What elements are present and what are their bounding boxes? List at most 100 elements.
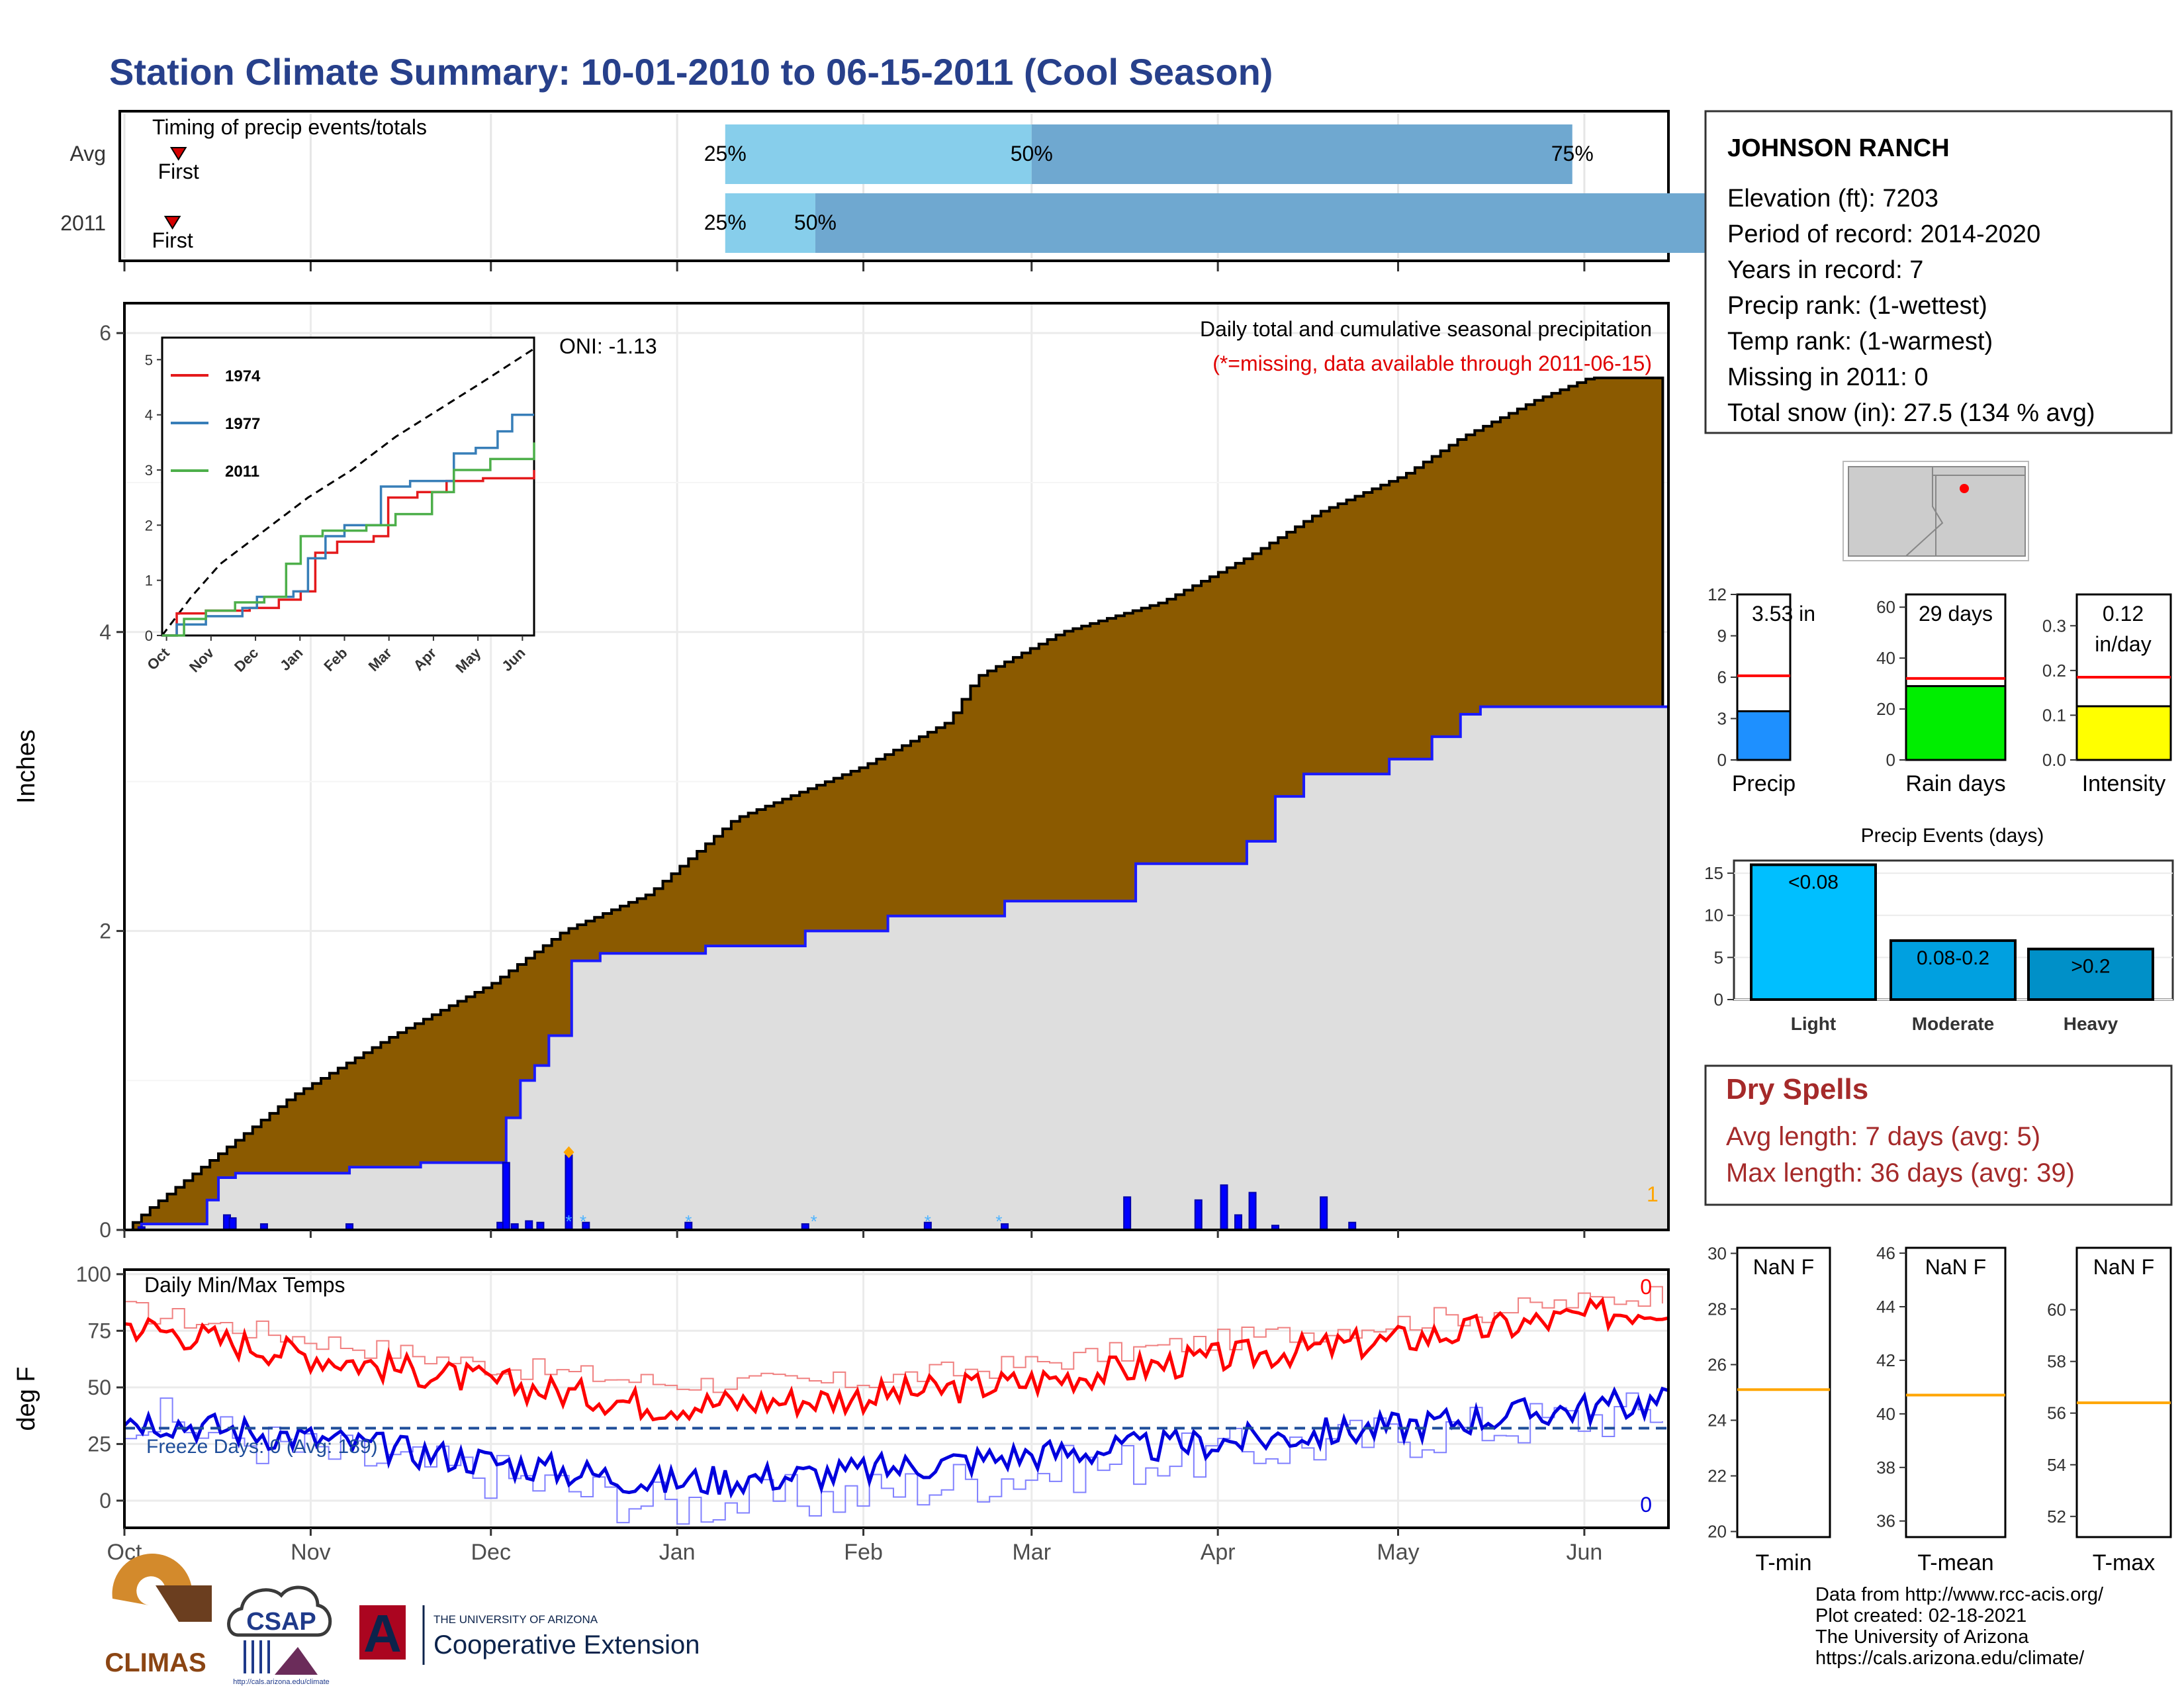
events-y-tick-label: 10 [1704,906,1723,925]
temp-stat-value-label: NaN F [1925,1255,1986,1279]
month-tick-label: May [1377,1540,1419,1565]
temp-y-tick-label: 25 [87,1432,111,1456]
month-tick-label: Jun [1566,1540,1602,1565]
precip-panel: * * * * * * 0 2 4 6 Inches Daily total and cumul… [13,302,1670,1242]
inset-legend-label: 1977 [225,415,260,433]
timing-label-50: 50% [794,211,837,234]
temp-stat-y-tick-label: 54 [2047,1455,2066,1475]
min-count-label: 0 [1640,1493,1652,1517]
timing-first-marker-icon [169,147,187,161]
month-tick-label: Dec [471,1540,511,1565]
inset-series-line [162,442,535,637]
max-count-label: 0 [1640,1275,1652,1299]
snowflake-icon: * [925,1211,931,1231]
climas-swirl-icon [112,1554,192,1605]
temp-y-label: deg F [13,1366,40,1430]
ua-a-block-icon [359,1605,406,1660]
oni-label: ONI: -1.13 [559,334,657,358]
events-bar-label: 0.08-0.2 [1917,947,1989,969]
station-line: Period of record: 2014-2020 [1727,220,2040,248]
precip-y-tick-label: 0 [99,1218,111,1242]
ua-small-text: THE UNIVERSITY OF ARIZONA [433,1613,598,1626]
stat-y-tick-label: 3 [1717,709,1727,729]
precip-y-tick-label: 6 [99,321,111,345]
stat-category-label: Intensity [2082,771,2166,796]
timing-panel: Timing of precip events/totals Avg 2011 … [60,110,2019,271]
daily-precip-bar [1123,1196,1132,1231]
temp-stat-y-tick-label: 36 [1876,1511,1895,1531]
timing-label-25: 25% [704,142,747,165]
csap-logo: CSAP http://cals.arizona.edu/climate [227,1585,332,1686]
events-bar [1889,939,2017,1001]
stat-y-tick-label: 6 [1717,667,1727,687]
temp-y-tick-label: 75 [87,1319,111,1342]
events-category-label: Moderate [1912,1013,1994,1034]
daily-precip-bar [1220,1184,1228,1231]
daily-precip-bar [502,1162,510,1231]
daily-precip-bar [228,1217,237,1231]
climas-text: CLIMAS [105,1648,206,1677]
station-info: JOHNSON RANCH Elevation (ft): 7203 Perio… [1704,110,2173,434]
events-y-tick-label: 0 [1714,990,1723,1009]
temp-lines [123,1286,1669,1525]
temp-stat-y-tick-label: 20 [1707,1522,1727,1542]
footer-line: Data from http://www.rcc-acis.org/ [1815,1584,2104,1605]
events-category-label: Light [1791,1013,1836,1034]
page-title: Station Climate Summary: 10-01-2010 to 0… [109,51,1273,93]
inset-y-tick-label: 1 [145,573,153,589]
snow-markers: * * * * * * [563,1146,1003,1231]
precip-events-chart: Precip Events (days) 0 5 10 15 <0.08 Light 0.0… [1704,825,2174,1034]
temp-stat-y-tick-label: 56 [2047,1403,2066,1423]
station-line: Missing in 2011: 0 [1727,363,1928,391]
location-map [1843,461,2029,561]
stat-value-unit: in/day [2095,632,2151,656]
month-tick-label: Apr [1201,1540,1236,1565]
precip-title: Daily total and cumulative seasonal prec… [1200,317,1652,341]
temp-stats-panels: 20 22 24 26 28 30 NaN F T-min 36 38 40 42 44 46 NaN F T… [1707,1243,2172,1575]
dry-spells-title: Dry Spells [1726,1073,1868,1105]
footer-credits: Data from http://www.rcc-acis.org/ Plot … [1815,1584,2104,1669]
stat-value-label: 3.53 in [1752,602,1815,626]
stat-y-tick-label: 12 [1707,585,1727,604]
snowflake-icon: * [995,1211,1002,1231]
temp-background [124,1270,1668,1528]
timing-label: Timing of precip events/totals [152,115,427,139]
temp-y-axis: 0 25 50 75 100 [76,1262,124,1513]
temp-stat-y-tick-label: 58 [2047,1352,2066,1372]
temp-stat-category-label: T-min [1756,1550,1812,1575]
stat-y-tick-label: 9 [1717,626,1727,646]
csap-text: CSAP [246,1608,316,1636]
timing-bar-25-50 [725,193,815,253]
daily-precip-bar [1320,1196,1328,1231]
temp-stat-value-label: NaN F [2093,1255,2154,1279]
stat-y-tick-label: 0.0 [2042,750,2066,770]
snowflake-icon: * [811,1211,817,1231]
inset-y-tick-label: 5 [145,352,153,368]
inset-y-tick-label: 2 [145,517,153,534]
temp-frame [123,1268,1670,1529]
station-line: Elevation (ft): 7203 [1727,185,1938,212]
station-location-dot [1960,484,1969,493]
temp-stat-y-tick-label: 24 [1707,1411,1727,1430]
temp-stat-y-tick-label: 60 [2047,1300,2066,1320]
stat-y-tick-label: 0 [1717,750,1727,770]
timing-row-avg-label: Avg [69,142,106,165]
daily-precip-bar [525,1220,533,1231]
inset-y-tick-label: 3 [145,462,153,479]
inset-y-tick-label: 0 [145,628,153,644]
dry-spells-avg: Avg length: 7 days (avg: 5) [1726,1122,2040,1151]
stat-y-tick-label: 60 [1876,597,1895,617]
stat-y-tick-label: 0.1 [2042,705,2066,725]
daily-precip-bar [1194,1199,1203,1231]
station-line: Precip rank: (1-wettest) [1727,292,1987,320]
month-tick-label: Jan [659,1540,696,1565]
inset-legend-label: 2011 [225,463,259,481]
temp-stat-frame [2075,1246,2172,1538]
events-bar [1750,863,1877,1002]
snowflake-icon: * [565,1211,572,1231]
temp-stat-y-tick-label: 46 [1876,1243,1895,1263]
temp-stat-y-tick-label: 28 [1707,1299,1727,1319]
